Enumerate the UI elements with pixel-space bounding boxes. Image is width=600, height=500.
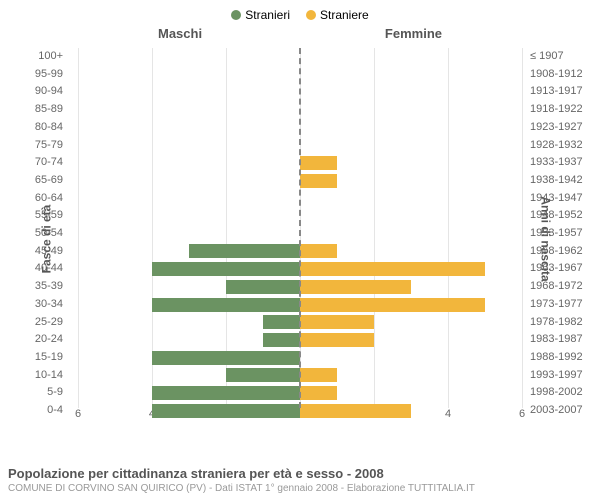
year-label: 1943-1947 xyxy=(530,190,592,208)
bar-male xyxy=(152,298,300,312)
column-headers: Maschi Femmine xyxy=(8,26,592,44)
year-label: 1918-1922 xyxy=(530,101,592,119)
age-label: 95-99 xyxy=(8,66,63,84)
year-label: 1913-1917 xyxy=(530,83,592,101)
grid-line xyxy=(522,48,523,408)
bar-male xyxy=(226,280,300,294)
plot-area: 6420246 xyxy=(78,48,522,420)
age-label: 5-9 xyxy=(8,384,63,402)
chart-area: Fasce di età Anni di nascita 100+95-9990… xyxy=(8,44,592,434)
year-label: 1973-1977 xyxy=(530,296,592,314)
legend-label-female: Straniere xyxy=(320,8,369,22)
male-dot xyxy=(231,10,241,20)
female-dot xyxy=(306,10,316,20)
age-label: 75-79 xyxy=(8,137,63,155)
age-label: 50-54 xyxy=(8,225,63,243)
age-label: 35-39 xyxy=(8,278,63,296)
year-label: 1938-1942 xyxy=(530,172,592,190)
bar-female xyxy=(300,156,337,170)
year-label: 1988-1992 xyxy=(530,349,592,367)
y-axis-right: ≤ 19071908-19121913-19171918-19221923-19… xyxy=(530,48,592,420)
age-label: 25-29 xyxy=(8,314,63,332)
chart-container: Stranieri Straniere Maschi Femmine Fasce… xyxy=(0,0,600,500)
age-label: 20-24 xyxy=(8,331,63,349)
age-label: 30-34 xyxy=(8,296,63,314)
caption-title: Popolazione per cittadinanza straniera p… xyxy=(8,466,592,481)
year-label: 1968-1972 xyxy=(530,278,592,296)
age-label: 60-64 xyxy=(8,190,63,208)
age-label: 85-89 xyxy=(8,101,63,119)
age-label: 55-59 xyxy=(8,207,63,225)
bar-female xyxy=(300,174,337,188)
bar-male xyxy=(152,351,300,365)
bar-male xyxy=(263,315,300,329)
bar-female xyxy=(300,315,374,329)
bar-female xyxy=(300,298,485,312)
age-label: 100+ xyxy=(8,48,63,66)
year-label: 1993-1997 xyxy=(530,367,592,385)
age-label: 70-74 xyxy=(8,154,63,172)
legend-item-male: Stranieri xyxy=(231,8,290,22)
year-label: ≤ 1907 xyxy=(530,48,592,66)
bar-female xyxy=(300,262,485,276)
caption-subtitle: COMUNE DI CORVINO SAN QUIRICO (PV) - Dat… xyxy=(8,483,592,494)
legend: Stranieri Straniere xyxy=(8,8,592,22)
year-label: 1998-2002 xyxy=(530,384,592,402)
year-label: 1948-1952 xyxy=(530,207,592,225)
bar-male xyxy=(152,262,300,276)
year-label: 1963-1967 xyxy=(530,260,592,278)
age-label: 45-49 xyxy=(8,243,63,261)
age-label: 40-44 xyxy=(8,260,63,278)
age-label: 65-69 xyxy=(8,172,63,190)
age-label: 90-94 xyxy=(8,83,63,101)
caption: Popolazione per cittadinanza straniera p… xyxy=(8,466,592,494)
bar-male xyxy=(189,244,300,258)
header-female: Femmine xyxy=(385,26,442,41)
bar-male xyxy=(152,386,300,400)
bar-female xyxy=(300,386,337,400)
year-label: 2003-2007 xyxy=(530,402,592,420)
header-male: Maschi xyxy=(158,26,202,41)
legend-item-female: Straniere xyxy=(306,8,369,22)
bar-female xyxy=(300,404,411,418)
center-line xyxy=(299,48,301,408)
bar-male xyxy=(263,333,300,347)
year-label: 1958-1962 xyxy=(530,243,592,261)
bar-male xyxy=(152,404,300,418)
year-label: 1923-1927 xyxy=(530,119,592,137)
bar-female xyxy=(300,244,337,258)
age-label: 15-19 xyxy=(8,349,63,367)
bar-female xyxy=(300,333,374,347)
year-label: 1933-1937 xyxy=(530,154,592,172)
bar-female xyxy=(300,368,337,382)
year-label: 1983-1987 xyxy=(530,331,592,349)
bar-female xyxy=(300,280,411,294)
year-label: 1908-1912 xyxy=(530,66,592,84)
age-label: 80-84 xyxy=(8,119,63,137)
year-label: 1928-1932 xyxy=(530,137,592,155)
year-label: 1978-1982 xyxy=(530,314,592,332)
legend-label-male: Stranieri xyxy=(245,8,290,22)
y-axis-left: 100+95-9990-9485-8980-8475-7970-7465-696… xyxy=(8,48,63,420)
age-label: 10-14 xyxy=(8,367,63,385)
age-label: 0-4 xyxy=(8,402,63,420)
year-label: 1953-1957 xyxy=(530,225,592,243)
bar-male xyxy=(226,368,300,382)
